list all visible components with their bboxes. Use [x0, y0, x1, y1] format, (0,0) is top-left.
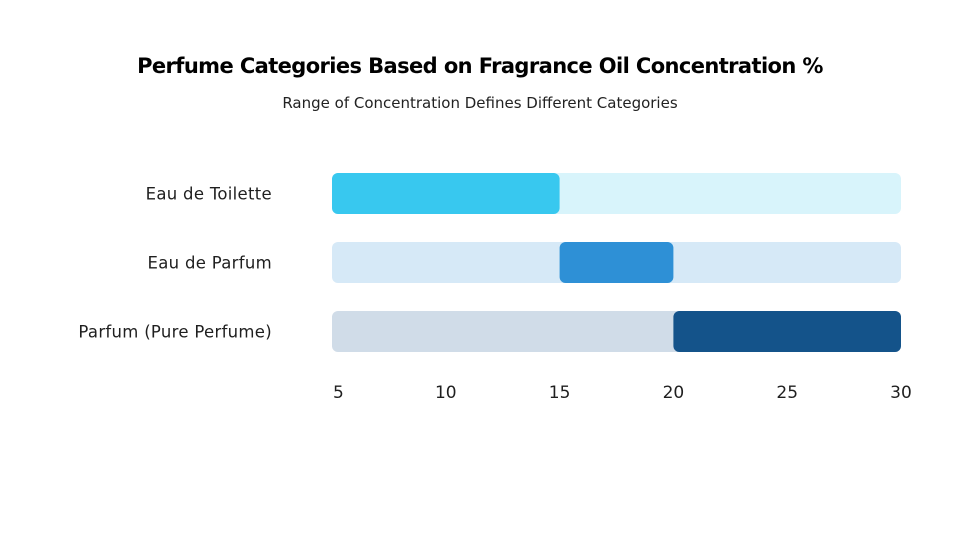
chart-subtitle: Range of Concentration Defines Different… [282, 94, 678, 112]
x-tick-label-30: 30 [890, 383, 912, 403]
x-tick-label-20: 20 [663, 383, 685, 403]
category-label-3: Parfum (Pure Perfume) [78, 323, 272, 342]
x-tick-label-10: 10 [435, 383, 457, 403]
chart-title: Perfume Categories Based on Fragrance Oi… [137, 54, 823, 78]
category-label-1: Eau de Toilette [146, 185, 272, 204]
x-tick-label-5: 5 [333, 383, 344, 403]
category-label-2: Eau de Parfum [148, 254, 272, 273]
range-bar-1 [332, 173, 560, 214]
range-bar-3 [673, 311, 901, 352]
range-bar-2 [559, 242, 674, 283]
x-tick-label-15: 15 [549, 383, 571, 403]
x-tick-label-25: 25 [776, 383, 798, 403]
